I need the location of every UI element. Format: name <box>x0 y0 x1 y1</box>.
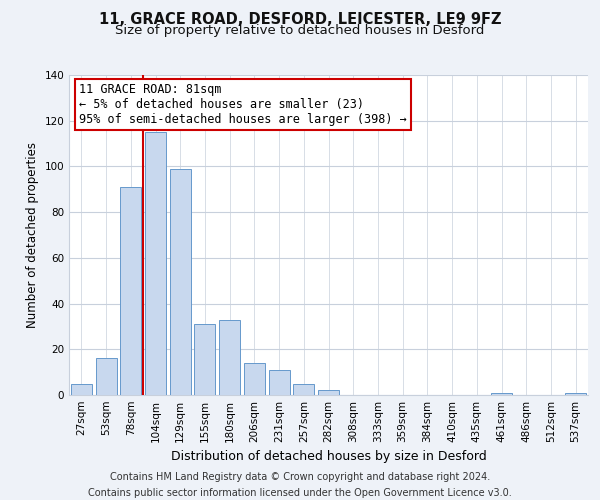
Text: 11, GRACE ROAD, DESFORD, LEICESTER, LE9 9FZ: 11, GRACE ROAD, DESFORD, LEICESTER, LE9 … <box>99 12 501 28</box>
Bar <box>145 132 166 395</box>
Y-axis label: Number of detached properties: Number of detached properties <box>26 142 39 328</box>
Bar <box>293 384 314 395</box>
Text: Size of property relative to detached houses in Desford: Size of property relative to detached ho… <box>115 24 485 37</box>
Bar <box>565 392 586 395</box>
Text: Contains HM Land Registry data © Crown copyright and database right 2024.
Contai: Contains HM Land Registry data © Crown c… <box>88 472 512 498</box>
Bar <box>120 187 141 395</box>
Bar <box>269 370 290 395</box>
Bar <box>244 363 265 395</box>
Bar <box>318 390 339 395</box>
Text: 11 GRACE ROAD: 81sqm
← 5% of detached houses are smaller (23)
95% of semi-detach: 11 GRACE ROAD: 81sqm ← 5% of detached ho… <box>79 83 407 126</box>
Bar <box>170 168 191 395</box>
Bar <box>95 358 116 395</box>
Bar <box>71 384 92 395</box>
X-axis label: Distribution of detached houses by size in Desford: Distribution of detached houses by size … <box>170 450 487 464</box>
Bar <box>491 392 512 395</box>
Bar <box>194 324 215 395</box>
Bar <box>219 320 240 395</box>
